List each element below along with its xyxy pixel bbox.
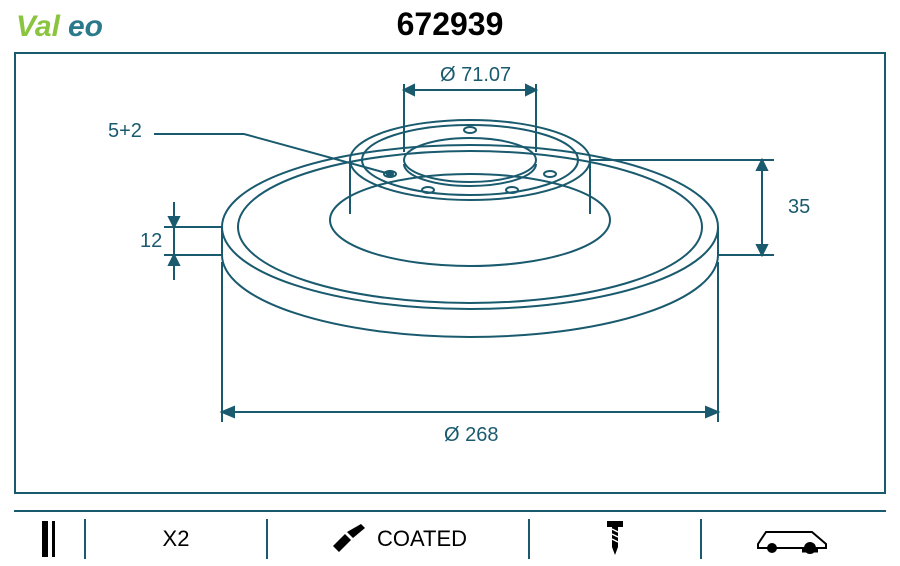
footer-axle xyxy=(702,512,882,566)
footer-screw xyxy=(530,512,700,566)
height-label: 35 xyxy=(788,196,810,219)
car-rear-axle-icon xyxy=(752,522,832,556)
bore-diameter-label: Ø 71.07 xyxy=(440,64,511,87)
outer-diameter-label: Ø 268 xyxy=(444,424,498,447)
quantity-text: X2 xyxy=(163,526,190,552)
thickness-label: 12 xyxy=(140,230,162,253)
svg-text:eo: eo xyxy=(68,10,103,43)
coated-text: COATED xyxy=(377,526,467,552)
holes-label: 5+2 xyxy=(108,120,142,143)
footer-icon-disc xyxy=(14,512,84,566)
footer-quantity: X2 xyxy=(86,512,266,566)
screw-icon xyxy=(601,519,629,559)
brand-logo: Val eo xyxy=(16,8,136,49)
svg-text:Val: Val xyxy=(16,10,61,43)
brush-icon xyxy=(329,522,369,556)
footer-coated: COATED xyxy=(268,512,528,566)
footer-bar: X2 COATED xyxy=(14,510,886,566)
part-number: 672939 xyxy=(397,6,504,43)
